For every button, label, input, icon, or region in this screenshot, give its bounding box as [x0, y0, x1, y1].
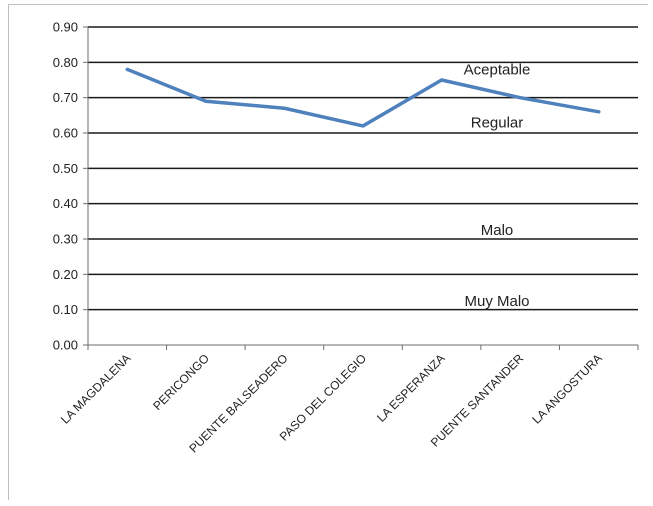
- y-tick-label: 0.80: [53, 55, 78, 70]
- x-tick-label: LA ESPERANZA: [374, 351, 448, 425]
- y-tick-label: 0.60: [53, 126, 78, 141]
- band-label: Malo: [481, 222, 514, 239]
- data-point: [440, 79, 443, 82]
- y-tick-label: 0.90: [53, 20, 78, 35]
- y-tick-label: 0.40: [53, 196, 78, 211]
- data-point: [597, 110, 600, 113]
- band-label: Muy Malo: [464, 293, 529, 310]
- band-label: Aceptable: [464, 61, 531, 78]
- data-point: [519, 96, 522, 99]
- data-point: [362, 124, 365, 127]
- y-tick-label: 0.70: [53, 90, 78, 105]
- y-tick-label: 0.30: [53, 232, 78, 247]
- y-tick-label: 0.20: [53, 267, 78, 282]
- x-axis: [88, 27, 638, 350]
- y-tick-label: 0.50: [53, 161, 78, 176]
- data-point: [204, 100, 207, 103]
- y-tick-label: 0.10: [53, 302, 78, 317]
- x-tick-label: PERICONGO: [150, 351, 212, 413]
- data-point: [283, 107, 286, 110]
- gridlines: [83, 27, 638, 345]
- x-tick-label: PASO DEL COLEGIO: [277, 351, 369, 443]
- band-label: Regular: [471, 114, 524, 131]
- data-point: [126, 68, 129, 71]
- x-tick-label: LA MAGDALENA: [58, 351, 133, 426]
- y-axis-ticks: 0.00 0.10 0.20 0.30 0.40 0.50 0.60 0.70 0.80 0.90: [53, 20, 78, 353]
- y-tick-label: 0.00: [53, 338, 78, 353]
- x-tick-label: LA ANGOSTURA: [529, 351, 604, 426]
